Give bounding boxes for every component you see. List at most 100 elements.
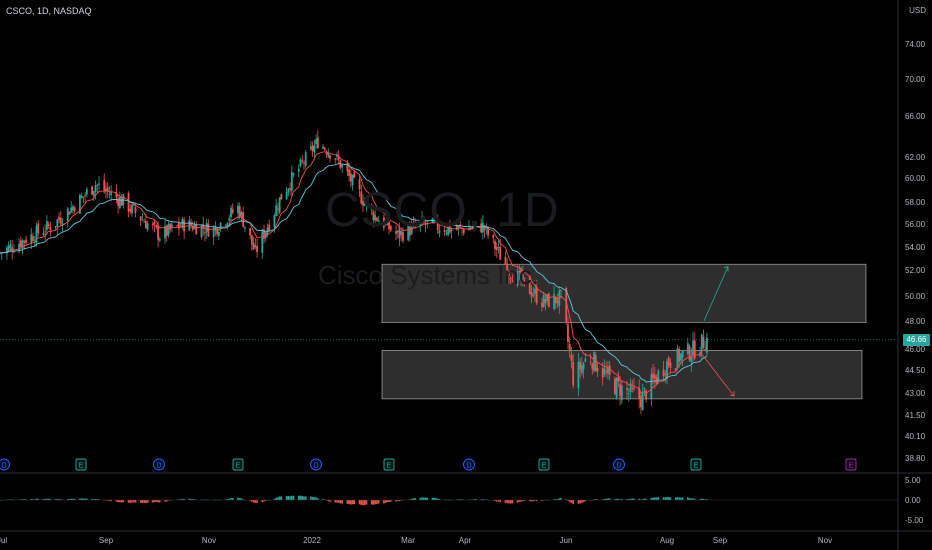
candle-body bbox=[601, 367, 604, 378]
osc-bar bbox=[117, 500, 119, 503]
dividend-marker: D bbox=[310, 458, 322, 471]
candle-body bbox=[23, 240, 26, 243]
osc-bar bbox=[42, 498, 45, 500]
osc-bar bbox=[638, 498, 640, 500]
candle-body bbox=[92, 191, 95, 197]
osc-bar bbox=[132, 500, 135, 503]
candle-body bbox=[244, 226, 246, 229]
candle-body bbox=[195, 224, 198, 235]
osc-bar bbox=[509, 500, 512, 504]
y-tick-label: 52.00 bbox=[905, 266, 926, 275]
y-tick-label: 38.80 bbox=[905, 454, 926, 463]
candle-body bbox=[285, 192, 288, 199]
candle-body bbox=[362, 201, 364, 206]
osc-bar bbox=[584, 500, 587, 502]
osc-bar bbox=[523, 500, 526, 501]
y-tick-label: 60.00 bbox=[905, 174, 926, 183]
candle-body bbox=[436, 218, 439, 231]
candle-body bbox=[84, 194, 87, 196]
candle-body bbox=[504, 256, 507, 265]
candle-body bbox=[627, 393, 630, 394]
event-letter: E bbox=[849, 463, 854, 470]
osc-bar bbox=[596, 499, 599, 500]
candle-body bbox=[237, 205, 239, 214]
osc-bar bbox=[120, 500, 123, 503]
candle-body bbox=[273, 215, 276, 227]
event-letter: E bbox=[542, 463, 547, 470]
candle-body bbox=[6, 247, 8, 254]
dividend-marker: D bbox=[613, 458, 625, 471]
candle-body bbox=[96, 184, 99, 186]
candle-body bbox=[582, 363, 585, 370]
osc-bar bbox=[365, 500, 368, 505]
osc-bar bbox=[225, 499, 227, 500]
osc-bar bbox=[377, 500, 380, 504]
oscillator-pane bbox=[0, 495, 898, 506]
osc-bar bbox=[193, 499, 196, 500]
candle-body bbox=[619, 384, 621, 396]
osc-bar bbox=[336, 500, 338, 503]
candle-body bbox=[280, 193, 283, 200]
candle-body bbox=[650, 373, 653, 399]
osc-bar bbox=[92, 499, 95, 500]
osc-bar bbox=[511, 500, 514, 504]
dividend-marker: D bbox=[463, 458, 475, 471]
candle-body bbox=[66, 208, 69, 221]
candle-body bbox=[666, 361, 668, 379]
watermark-symbol: CSCO, 1D bbox=[325, 184, 560, 237]
candle-body bbox=[45, 220, 48, 230]
osc-bar bbox=[619, 499, 621, 500]
candle-body bbox=[212, 227, 215, 238]
osc-bar bbox=[516, 500, 519, 503]
osc-bar bbox=[473, 499, 475, 500]
event-letter: D bbox=[156, 463, 161, 470]
candle-body bbox=[290, 172, 293, 192]
event-letter: D bbox=[1, 463, 6, 470]
osc-bar bbox=[421, 497, 423, 500]
osc-bar bbox=[139, 500, 142, 503]
osc-bar bbox=[706, 499, 708, 500]
candle-body bbox=[389, 226, 392, 231]
event-badge bbox=[383, 458, 395, 471]
osc-bar bbox=[553, 499, 555, 500]
event-letter: D bbox=[616, 463, 621, 470]
candle-body bbox=[544, 299, 547, 304]
osc-bar bbox=[44, 499, 46, 500]
candle-body bbox=[640, 396, 642, 408]
osc-bar bbox=[508, 500, 510, 504]
candle-body bbox=[664, 373, 667, 376]
osc-bar bbox=[348, 500, 350, 505]
candle-body bbox=[42, 233, 45, 236]
osc-bar bbox=[615, 498, 618, 500]
candle-body bbox=[570, 354, 573, 361]
candle-body bbox=[702, 336, 705, 349]
candle-body bbox=[348, 169, 351, 176]
candle-body bbox=[377, 220, 380, 223]
event-letter: E bbox=[387, 463, 392, 470]
chart-title[interactable]: CSCO, 1D, NASDAQ bbox=[6, 6, 92, 16]
osc-bar bbox=[79, 498, 81, 500]
osc-bar bbox=[398, 500, 401, 502]
y-tick-label: 74.00 bbox=[905, 40, 926, 49]
osc-bar bbox=[579, 500, 581, 504]
osc-bar bbox=[680, 497, 682, 500]
osc-bar bbox=[238, 498, 241, 500]
candle-body bbox=[447, 226, 450, 235]
osc-bar bbox=[273, 498, 276, 500]
osc-bar bbox=[261, 500, 264, 502]
dividend-marker: D bbox=[153, 458, 165, 471]
candle-body bbox=[131, 204, 133, 214]
candle-body bbox=[35, 225, 38, 243]
candle-body bbox=[629, 383, 632, 392]
candle-body bbox=[73, 207, 76, 212]
osc-bar bbox=[46, 498, 48, 500]
osc-tick-label: -5.00 bbox=[905, 516, 924, 525]
candle-body bbox=[692, 340, 694, 355]
osc-bar bbox=[617, 498, 620, 500]
candle-body bbox=[641, 391, 644, 411]
candle-body bbox=[250, 234, 253, 245]
candle-body bbox=[402, 232, 404, 241]
osc-bar bbox=[704, 499, 706, 500]
osc-bar bbox=[37, 498, 40, 500]
